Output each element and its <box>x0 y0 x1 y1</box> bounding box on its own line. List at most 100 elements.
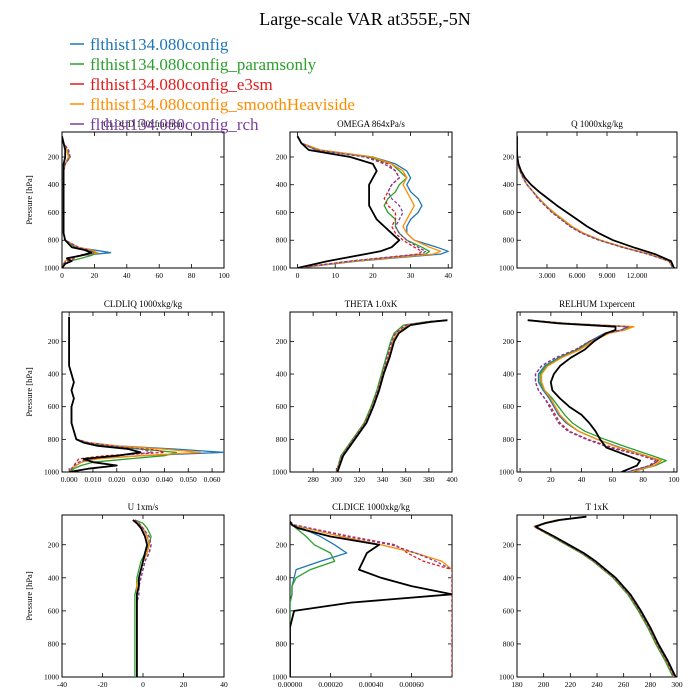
y-tick-label: 200 <box>48 540 60 549</box>
y-tick-label: 400 <box>48 573 60 582</box>
x-tick-label: 220 <box>565 680 577 689</box>
series-group <box>335 319 448 472</box>
panel-3: Q 1000xkg/kg 200 400 600 800 1000 3.000 6.000 9.… <box>499 119 678 280</box>
plot-frame <box>61 514 225 678</box>
x-tick-label: 60 <box>155 271 163 280</box>
series-line-2 <box>335 319 448 472</box>
y-tick-label: 800 <box>503 639 515 648</box>
series-line-6 <box>527 319 641 472</box>
y-tick-label: 600 <box>48 606 60 615</box>
series-line-6 <box>290 521 452 677</box>
series-group <box>296 135 449 268</box>
x-tick-label: 180 <box>511 680 523 689</box>
x-tick-label: 0.040 <box>156 475 173 484</box>
x-tick-label: 30 <box>407 271 415 280</box>
y-tick-label: 400 <box>503 180 515 189</box>
series-line-6 <box>68 316 142 472</box>
x-tick-label: 20 <box>547 475 555 484</box>
y-tick-label: 1000 <box>272 673 287 682</box>
y-tick-label: 600 <box>48 402 60 411</box>
y-tick-label: 1000 <box>272 468 287 477</box>
x-tick-label: 20 <box>91 271 99 280</box>
legend-label: flthist134.080config <box>90 35 229 54</box>
series-line-5 <box>290 521 452 677</box>
x-tick-label: 200 <box>538 680 550 689</box>
series-line-6 <box>336 319 448 472</box>
y-tick-label: 200 <box>503 152 515 161</box>
series-line-6 <box>517 136 675 268</box>
x-tick-label: 0.060 <box>204 475 221 484</box>
x-tick-label: 340 <box>377 475 389 484</box>
x-tick-label: 20 <box>180 680 188 689</box>
x-tick-label: 40 <box>578 475 586 484</box>
series-group <box>62 135 112 268</box>
panel-title: Q 1000xkg/kg <box>571 119 623 129</box>
series-line-6 <box>62 135 93 268</box>
x-tick-label: 60 <box>609 475 617 484</box>
y-tick-label: 600 <box>276 606 288 615</box>
panel-title: THETA 1.0xK <box>345 299 398 309</box>
legend-label: flthist134.080config_e3sm <box>90 75 273 94</box>
series-group <box>527 319 667 472</box>
x-tick-label: 0.050 <box>180 475 197 484</box>
y-tick-label: 600 <box>48 208 60 217</box>
x-tick-label: 0.010 <box>85 475 102 484</box>
y-tick-label: 400 <box>48 180 60 189</box>
series-group <box>517 136 675 268</box>
legend-label: flthist134.080config_paramsonly <box>90 55 317 74</box>
y-tick-label: 400 <box>503 573 515 582</box>
y-tick-label: 600 <box>503 606 515 615</box>
series-line-4 <box>290 521 452 677</box>
series-line-2 <box>290 521 336 677</box>
x-tick-label: 380 <box>423 475 435 484</box>
legend-label: flthist134.080config_smoothHeaviside <box>90 95 355 114</box>
y-tick-label: 800 <box>276 236 288 245</box>
y-tick-label: 800 <box>48 236 60 245</box>
panel-8: CLDICE 1000xkg/kg 200 400 600 800 10000.00000… <box>272 502 453 689</box>
x-tick-label: 400 <box>446 475 458 484</box>
x-tick-label: 300 <box>671 680 683 689</box>
x-tick-label: 0 <box>60 271 64 280</box>
x-tick-label: 360 <box>400 475 412 484</box>
series-group <box>290 521 452 677</box>
series-line-6 <box>132 519 149 677</box>
plot-frame <box>516 311 678 473</box>
y-tick-label: 400 <box>276 180 288 189</box>
series-line-2 <box>134 519 152 677</box>
y-axis-label: Pressure [hPa] <box>24 367 34 417</box>
x-tick-label: 80 <box>639 475 647 484</box>
y-tick-label: 200 <box>48 337 60 346</box>
series-line-6 <box>534 515 677 677</box>
x-tick-label: 0.00000 <box>278 680 303 689</box>
y-tick-label: 600 <box>276 402 288 411</box>
y-tick-label: 800 <box>503 236 515 245</box>
plot-frame <box>516 131 678 269</box>
panel-5: THETA 1.0xK 200 400 600 800 1000 280 300 320 340 3… <box>272 299 458 484</box>
x-tick-label: 300 <box>331 475 343 484</box>
panel-title: T 1xK <box>585 502 609 512</box>
y-tick-label: 600 <box>276 208 288 217</box>
x-tick-label: 0.00020 <box>318 680 343 689</box>
y-tick-label: 200 <box>276 337 288 346</box>
y-tick-label: 800 <box>276 639 288 648</box>
x-tick-label: 0.00060 <box>399 680 424 689</box>
y-tick-label: 1000 <box>499 673 514 682</box>
y-tick-label: 200 <box>503 540 515 549</box>
series-group <box>132 519 152 677</box>
x-tick-label: 100 <box>218 271 230 280</box>
series-line-4 <box>296 135 442 268</box>
plot-frame <box>61 131 225 269</box>
plot-frame <box>61 311 225 473</box>
x-tick-label: 280 <box>308 475 320 484</box>
x-tick-label: 40 <box>220 680 228 689</box>
plot-frame <box>289 311 453 473</box>
x-tick-label: 240 <box>591 680 603 689</box>
y-tick-label: 200 <box>276 540 288 549</box>
plot-frame <box>289 131 453 269</box>
plot-frame <box>516 514 678 678</box>
series-line-2 <box>296 135 431 268</box>
panel-2: OMEGA 864xPa/s 200 400 600 800 1000 0 10 20 30 40 <box>272 119 453 280</box>
x-tick-label: 0 <box>141 680 145 689</box>
